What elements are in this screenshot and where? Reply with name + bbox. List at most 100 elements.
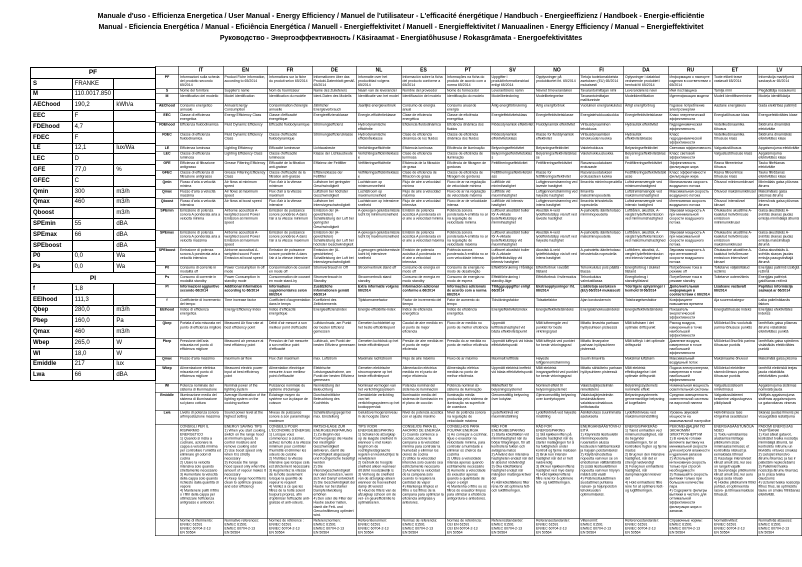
lang-cell: Classe d'efficacité lumineuse (267, 150, 313, 161)
lang-cell: Hydraulisk effektivitetsklasse (623, 131, 669, 146)
lang-cell: Referenznormen: EN/IEC 61591 EN/IEC 6070… (312, 517, 357, 536)
lang-cell: Identificación del modelo (401, 93, 446, 104)
lang-cell: Äänitehotaso suurimmalla asetuksella (579, 410, 624, 425)
fiche-param-value: 217 (71, 358, 115, 371)
lang-cell: Ekstraopplysninger iht. 66/2014 (534, 284, 580, 299)
lang-cell: Sound power level at the highest setting (223, 410, 268, 425)
lang-cell: Opplysninger på produktkortet iht. 65/20… (534, 74, 580, 89)
lang-cell: Air flows at maximum speed (223, 189, 268, 200)
lang-cell: Luftgjennomstrømning ved laveste hastigh… (534, 179, 580, 190)
lang-cell: Toitetarve väljalülitatud režiimis (712, 264, 758, 276)
lang-cell: РЕКОМЕНДАЦИИ ПО ЭКОНОМИИ ЭЛЕКТРОЭНЕРГИИ … (668, 423, 713, 519)
fiche-param-unit: Pa (113, 315, 156, 328)
lang-cell: Apgaismojuma efektivitātes klase (757, 150, 802, 161)
lang-cell: Energie-efficiëntieklasse (356, 112, 402, 123)
lang-cell: Эффективность фильтрации жира (668, 160, 713, 171)
lang-cell: Luftgjennomstrømning ved høyeste hastigh… (534, 189, 580, 200)
lang-cell: Vedelikudünaamika tõhususe klass (712, 131, 758, 146)
lang-cell: Flux d'air à la vitesse minimum (267, 179, 313, 190)
lang-cell: Максимальная скорость воздушного потока (668, 189, 713, 200)
lang-row-code: EEC (155, 112, 179, 123)
lang-cell: Informazioni sulla scheda del prodotto s… (178, 74, 224, 89)
fiche-param-unit (113, 293, 156, 306)
lang-cell: Energieffektivitetsindex (490, 307, 535, 322)
lang-cell: Virtausdynaaminen tehokkuus (579, 122, 624, 133)
fiche-param-value: 4,7 (71, 120, 115, 133)
lang-cell: Zusätzliche Informationen gemäß 66/2014 (312, 284, 357, 299)
lang-cell: Informationen über das Produkt-Datenblat… (312, 74, 357, 89)
lang-cell: Toote etiketi teave vastavalt 65/2014 (712, 74, 758, 89)
lang-cell: Maksimaalne õhuvool (712, 355, 758, 366)
lang-cell: Energieffektivitetsklass (490, 112, 535, 123)
lang-cell: Målt elektrisk effektoptagelse i det opt… (623, 365, 669, 384)
lang-cell: Flujo de aire a velocidad máxima (401, 189, 446, 200)
fiche-section-title: PI (30, 272, 156, 284)
fiche-param-value: 66 (71, 228, 115, 241)
header-line-1: Manuale d'uso - Efficienza Energetica / … (97, 13, 705, 20)
lang-cell: Coefficient d'augmentation dans le temps (267, 297, 313, 308)
lang-cell: Tidsforøgelsesfaktor (623, 297, 669, 308)
lang-cell: Apgaismojuma sistēmas nominālā jauda (757, 383, 802, 394)
lang-cell: Ajan korotuskerroin (579, 297, 624, 308)
lang-cell: Puissance nominale du système d'éclairag… (267, 383, 313, 394)
lang-cell: Flödesdynamisk effektivitet (490, 122, 535, 133)
lang-cell: Tehonkulutus pois päältä -tilassa (579, 264, 624, 276)
lang-cell: Pressione dell'aria misurata nel punto d… (178, 338, 224, 357)
lang-cell: Clase de eficiencia energética (401, 112, 446, 123)
lang-cell: Normatiivviited: EN/IEC 61591 EN/IEC 607… (712, 517, 758, 536)
fiche-param-value (71, 239, 115, 252)
fiche-param-code: Qbep (30, 304, 73, 317)
lang-cell: Rasva filtreerimise tõhusus (712, 160, 758, 171)
lang-cell: Flujo de aire a velocidad mínima (401, 179, 446, 190)
lang-cell: Stromverbrauch in Standby (312, 274, 357, 285)
lang-cell: Effizienz der Fettfilter (312, 160, 357, 171)
lang-cell: Yderligere oplysninger i henhold til 66/… (623, 284, 669, 299)
fiche-param-code: SPEmax (30, 228, 73, 241)
lang-cell: Eficiência dinâmica dos fluidos (445, 122, 491, 133)
lang-cell: Informazioni aggiuntive secondo 66/2014 (178, 284, 224, 299)
fiche-param-code: GFE (30, 164, 73, 176)
lang-header-es: ES (401, 66, 446, 75)
lang-cell: Fluid Dynamic Efficiency (223, 122, 268, 133)
lang-cell: Õhuvool miinimumkiirusel (712, 179, 758, 190)
lang-cell: CONSIGLI PER IL RISPARMIO ENERGETICO 1) … (178, 423, 224, 519)
lang-cell: Гидродинамическая эффективность (668, 122, 713, 133)
lang-cell: Расход воздуха, измеренный в точке наибо… (668, 320, 713, 339)
lang-cell: Jaarlijks energieverbruik (356, 103, 402, 114)
lang-cell: Normas de referencia: EN/IEC 61591 EN/IE… (401, 517, 446, 536)
lang-cell: Luftflöde vid maximihastighet (490, 189, 535, 200)
lang-cell: Enerģijas patēriņš gaidīšanas režīmā (757, 274, 802, 285)
fiche-table: PF S FRANKE M 110.0017.850 AEChood 190,2 kWh/a E… (30, 67, 156, 382)
lang-cell: Energiatõhususe indeks (712, 307, 758, 322)
lang-cell: Classe de eficiência de filtragem de gor… (445, 169, 491, 181)
fiche-param-value: 0,0 (71, 250, 115, 263)
lang-cell: Maksimālā gaisa plūsma (757, 355, 802, 366)
lang-cell: Referencestandarder: EN/IEC 61591 EN/IEC… (623, 517, 669, 536)
fiche-param-code: S (30, 77, 73, 90)
lang-cell: Stromverbrauch in Off (312, 264, 357, 276)
lang-header-lv: LV (757, 66, 802, 75)
lang-cell: Pression de l'air mesurée à son meilleur… (267, 338, 313, 357)
lang-cell: Интенсивная скорость воздушного потока (668, 198, 713, 209)
lang-cell: Lighting Efficiency Class (223, 150, 268, 161)
lang-cell: Consommation de courant en mode stand-by (267, 274, 313, 285)
lang-row-code: Qbep (155, 320, 179, 339)
lang-cell: Suurin ilmavirta (579, 355, 624, 366)
lang-cell: Livello di potenza sonora all'impostazio… (178, 410, 224, 425)
lang-cell: Model identification (223, 93, 268, 104)
lang-cell: Årligt energiforbrug (623, 103, 669, 114)
fiche-param-code: SPEmin (30, 218, 73, 230)
lang-header-fr: FR (267, 66, 313, 75)
fiche-param-unit: dBA (113, 369, 156, 382)
lang-cell: Luftstrom bei geringster Geschwindigkeit (312, 179, 357, 190)
lang-row-code: GFE (155, 160, 179, 171)
lang-cell: Mõõdetud elektriline sisendvõimsus parim… (712, 365, 758, 384)
lang-cell: Nível de potência sonora na regulação de… (445, 410, 491, 425)
fiche-param-code: M (30, 88, 73, 101)
lang-cell: Consumo de energia no modo de desativaçã… (445, 264, 491, 276)
lang-cell: Luftflöde vid minimihastighet (490, 179, 535, 190)
lang-cell: Eficiência de iluminação (445, 145, 491, 152)
fiche-param-value: 66 (71, 369, 115, 382)
lang-cell: Average illumination of the lighting sys… (223, 392, 268, 411)
